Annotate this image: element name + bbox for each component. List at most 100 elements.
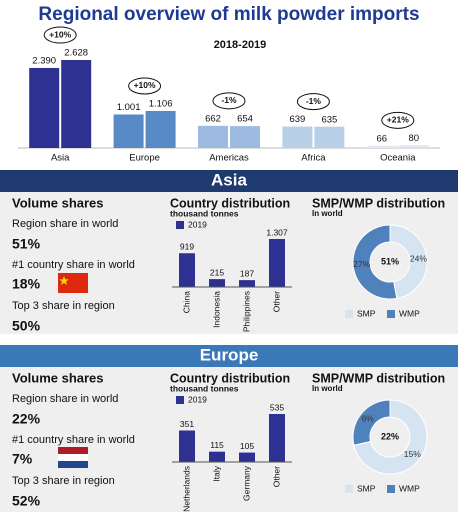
value-label: 635 — [321, 114, 337, 125]
stat-value: 22% — [12, 411, 41, 427]
value-label: 662 — [205, 113, 221, 124]
value-label: 105 — [240, 441, 254, 451]
value-label: 187 — [240, 268, 254, 278]
change-badge — [296, 93, 330, 111]
legend-label: WMP — [399, 308, 420, 318]
bar — [269, 239, 285, 287]
chart-subtitle: In world — [312, 209, 343, 218]
category-label: Europe — [129, 153, 160, 164]
value-label: 654 — [237, 114, 253, 125]
change-badge — [128, 77, 162, 95]
change-label: +21% — [387, 115, 409, 125]
category-label: Americas — [209, 153, 249, 164]
donut-segment — [353, 399, 428, 475]
value-label: 2.390 — [32, 55, 56, 66]
page-title: Regional overview of milk powder imports — [38, 4, 419, 25]
bar — [282, 126, 313, 148]
stat-label: Region share in world — [12, 218, 118, 230]
bar — [209, 451, 225, 462]
bar — [179, 253, 195, 287]
chart-title: Country distribution — [170, 371, 290, 385]
panel-title: Asia — [211, 170, 247, 189]
stat-value: 18% — [12, 276, 41, 292]
category-label: Philippines — [241, 291, 251, 332]
stat-value: 7% — [12, 451, 33, 467]
legend-label: 2019 — [188, 394, 207, 404]
legend-label: SMP — [357, 308, 376, 318]
bar — [113, 114, 144, 148]
bar — [198, 125, 228, 148]
chart-title: SMP/WMP distribution — [312, 371, 445, 385]
legend-swatch — [387, 485, 395, 493]
value-label: 66 — [377, 133, 388, 144]
stat-label: #1 country share in world — [12, 259, 135, 271]
category-label: China — [181, 291, 191, 313]
chart-subtitle: In world — [312, 384, 343, 393]
panel-header — [0, 345, 458, 367]
change-label: +10% — [134, 80, 156, 90]
value-label: 1.307 — [266, 227, 288, 237]
segment-label: 27% — [353, 259, 370, 269]
legend-label: WMP — [399, 483, 420, 493]
category-label: Indonesia — [211, 291, 221, 328]
bar — [61, 60, 92, 148]
bar — [230, 126, 260, 148]
center-label: 51% — [381, 256, 399, 266]
panel-header — [0, 170, 458, 192]
value-label: 115 — [210, 440, 224, 450]
flag — [58, 454, 88, 461]
chart-title: SMP/WMP distribution — [312, 196, 445, 210]
flag-star — [59, 276, 69, 285]
value-label: 2.628 — [64, 48, 88, 59]
legend-label: 2019 — [188, 219, 207, 229]
stat-label: Region share in world — [12, 393, 118, 405]
value-label: 639 — [289, 114, 305, 125]
flag — [58, 447, 88, 454]
legend-label: SMP — [357, 483, 376, 493]
category-label: Asia — [51, 153, 70, 164]
category-label: Germany — [241, 465, 251, 501]
segment-label: 15% — [404, 449, 421, 459]
bar — [269, 414, 285, 462]
panel-body — [0, 192, 458, 334]
legend-swatch — [176, 396, 184, 404]
bar — [209, 279, 225, 287]
donut-segment — [352, 224, 398, 300]
flag — [58, 461, 88, 468]
category-label: Other — [271, 291, 281, 312]
bar — [398, 145, 429, 148]
segment-label: 6% — [362, 413, 375, 423]
stat-value: 51% — [12, 236, 41, 252]
stat-value: 50% — [12, 318, 41, 334]
section-title: Volume shares — [12, 370, 104, 385]
legend-swatch — [345, 310, 353, 318]
value-label: 351 — [180, 419, 194, 429]
stat-label: #1 country share in world — [12, 434, 135, 446]
chart-subtitle: thousand tonnes — [170, 383, 239, 393]
center-label: 22% — [381, 431, 399, 441]
panel-title: Europe — [200, 345, 259, 364]
chart-title: Country distribution — [170, 196, 290, 210]
bar — [314, 126, 345, 148]
value-label: 1.106 — [149, 98, 173, 109]
value-label: 215 — [210, 267, 224, 277]
value-label: 919 — [180, 241, 194, 251]
flag — [58, 273, 88, 293]
donut-segment — [352, 399, 391, 446]
stat-label: Top 3 share in region — [12, 300, 115, 312]
bar — [366, 145, 397, 148]
category-label: Other — [271, 466, 281, 487]
bar — [239, 452, 255, 462]
change-label: +10% — [49, 29, 71, 39]
change-badge — [381, 111, 415, 129]
section-title: Volume shares — [12, 195, 104, 210]
bar — [29, 67, 60, 148]
change-badge — [43, 26, 77, 44]
stat-value: 52% — [12, 493, 41, 509]
stat-label: Top 3 share in region — [12, 475, 115, 487]
panel-body — [0, 367, 458, 512]
chart-subtitle: 2018-2019 — [214, 39, 267, 51]
legend-swatch — [176, 221, 184, 229]
bar — [239, 280, 255, 287]
